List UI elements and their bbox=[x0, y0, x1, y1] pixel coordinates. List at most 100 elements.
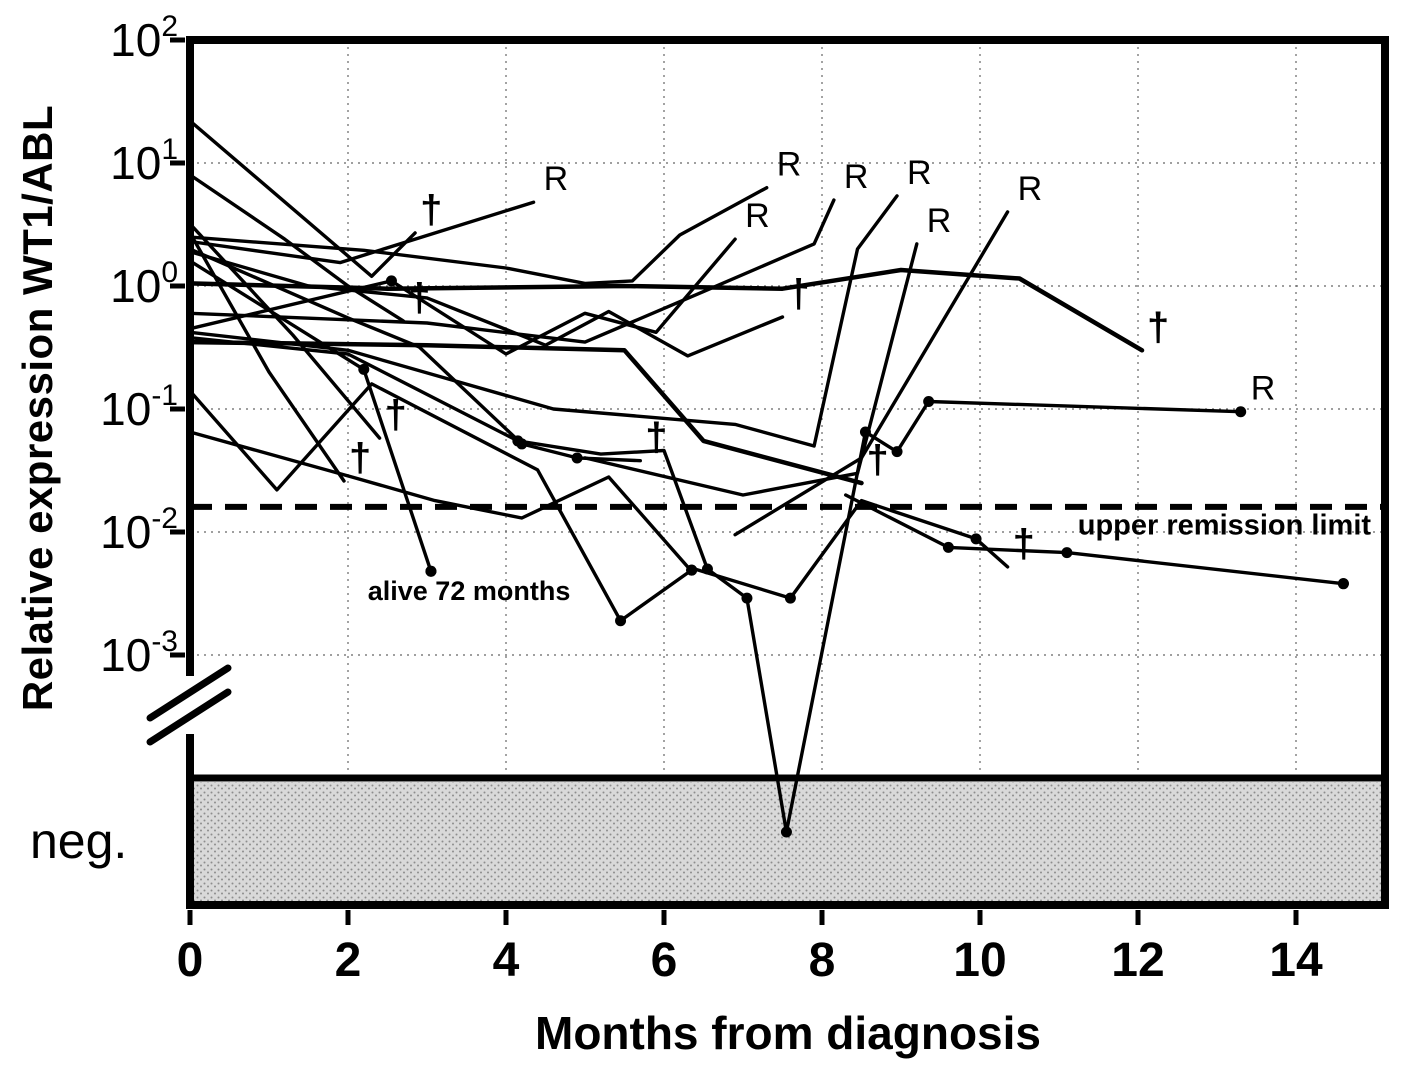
tick-dot bbox=[976, 36, 984, 44]
data-point bbox=[891, 446, 903, 458]
tick-dot bbox=[186, 186, 194, 194]
tick-dot bbox=[186, 417, 194, 425]
tick-dot bbox=[1381, 424, 1389, 432]
patient-line bbox=[188, 198, 836, 344]
tick-dot bbox=[186, 36, 194, 44]
data-point bbox=[741, 592, 753, 604]
data-point bbox=[425, 565, 437, 577]
tick-dot bbox=[186, 196, 194, 204]
tick-dot bbox=[778, 36, 787, 44]
tick-dot bbox=[186, 469, 194, 477]
tick-dot bbox=[1213, 36, 1221, 44]
tick-dot bbox=[1381, 178, 1389, 186]
tick-dot bbox=[1055, 901, 1063, 909]
data-point bbox=[942, 541, 954, 553]
tick-dot bbox=[186, 368, 194, 376]
tick-dot bbox=[186, 55, 194, 63]
axis-break-slash bbox=[146, 688, 232, 746]
tick-dot bbox=[186, 282, 194, 290]
tick-dot bbox=[1381, 171, 1389, 179]
tick-dot bbox=[383, 36, 392, 44]
negative-region bbox=[194, 782, 1381, 901]
tick-dot bbox=[1134, 36, 1142, 44]
tick-dot bbox=[1381, 42, 1389, 50]
patient-line bbox=[844, 493, 1346, 586]
tick-dot bbox=[186, 171, 194, 179]
x-tick-label: 0 bbox=[177, 934, 204, 987]
patient-line bbox=[188, 186, 769, 286]
tick-dot bbox=[1381, 442, 1389, 450]
patient-line bbox=[188, 200, 536, 265]
tick-dot bbox=[186, 48, 194, 56]
tick-dot bbox=[1381, 301, 1389, 309]
tick-dot bbox=[620, 901, 629, 909]
tick-dot bbox=[660, 901, 668, 909]
data-point bbox=[784, 592, 796, 604]
tick-dot bbox=[1381, 55, 1389, 63]
x-tick-label: 12 bbox=[1111, 934, 1164, 987]
tick-dot bbox=[265, 36, 273, 44]
tick-dot bbox=[1381, 469, 1389, 477]
tick-dot bbox=[186, 294, 194, 302]
relapse-marker: R bbox=[927, 202, 952, 240]
patient-line bbox=[188, 119, 417, 278]
tick-dot bbox=[1292, 36, 1300, 44]
tick-dot bbox=[1381, 368, 1389, 376]
tick-dot bbox=[1252, 901, 1261, 909]
death-marker: † bbox=[1013, 522, 1035, 566]
tick-dot bbox=[186, 42, 194, 50]
tick-dot bbox=[186, 165, 194, 173]
tick-dot bbox=[186, 122, 194, 130]
relapse-marker: R bbox=[844, 158, 869, 196]
data-point bbox=[571, 452, 583, 464]
patient-line bbox=[188, 231, 346, 483]
tick-dot bbox=[502, 36, 510, 44]
tick-dot bbox=[581, 36, 589, 44]
data-point bbox=[385, 275, 397, 287]
x-tick-label: 4 bbox=[493, 934, 520, 987]
tick-dot bbox=[1381, 534, 1389, 542]
tick-dot bbox=[186, 411, 194, 419]
tick-dot bbox=[699, 901, 708, 909]
patient-line bbox=[187, 339, 864, 486]
patient-line bbox=[583, 242, 919, 497]
tick-dot bbox=[1381, 73, 1389, 81]
tick-dot bbox=[1381, 294, 1389, 302]
tick-dot bbox=[186, 288, 194, 296]
tick-dot bbox=[1381, 186, 1389, 194]
tick-dot bbox=[1381, 555, 1389, 563]
tick-dot bbox=[186, 454, 194, 462]
tick-dot bbox=[1381, 577, 1389, 585]
tick-dot bbox=[1381, 159, 1389, 167]
y-tick-label: 100 bbox=[110, 256, 178, 312]
data-point bbox=[1337, 578, 1349, 590]
data-point bbox=[780, 826, 792, 838]
axis-break-slash bbox=[146, 664, 232, 722]
tick-dot bbox=[186, 73, 194, 81]
tick-dot bbox=[186, 528, 194, 536]
tick-dot bbox=[1381, 651, 1389, 659]
patient-line bbox=[188, 194, 899, 448]
tick-dot bbox=[1331, 901, 1340, 909]
data-point bbox=[923, 396, 935, 408]
annotation-upper-remission-limit: upper remission limit bbox=[1078, 510, 1372, 542]
tick-dot bbox=[186, 319, 194, 327]
tick-dot bbox=[186, 208, 194, 216]
tick-dot bbox=[186, 405, 194, 413]
tick-dot bbox=[976, 901, 984, 909]
tick-dot bbox=[304, 901, 313, 909]
tick-dot bbox=[699, 36, 708, 44]
tick-dot bbox=[936, 36, 945, 44]
death-marker: † bbox=[788, 272, 810, 316]
tick-dot bbox=[225, 36, 234, 44]
tick-dot bbox=[1055, 36, 1063, 44]
tick-dot bbox=[383, 901, 392, 909]
negative-category-label: neg. bbox=[30, 813, 128, 869]
tick-dot bbox=[1381, 223, 1389, 231]
tick-dot bbox=[620, 36, 629, 44]
tick-dot bbox=[1331, 36, 1340, 44]
tick-dot bbox=[186, 555, 194, 563]
tick-dot bbox=[897, 901, 905, 909]
tick-dot bbox=[1381, 319, 1389, 327]
